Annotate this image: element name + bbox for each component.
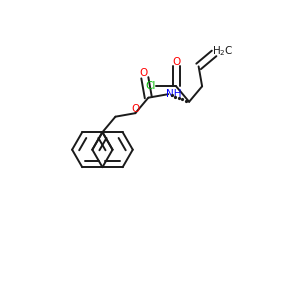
Text: O: O [139, 68, 148, 78]
Text: NH: NH [166, 88, 181, 99]
Text: Cl: Cl [146, 81, 156, 91]
Text: O: O [172, 57, 181, 67]
Text: H$_2$C: H$_2$C [212, 44, 234, 58]
Text: O: O [131, 104, 140, 114]
